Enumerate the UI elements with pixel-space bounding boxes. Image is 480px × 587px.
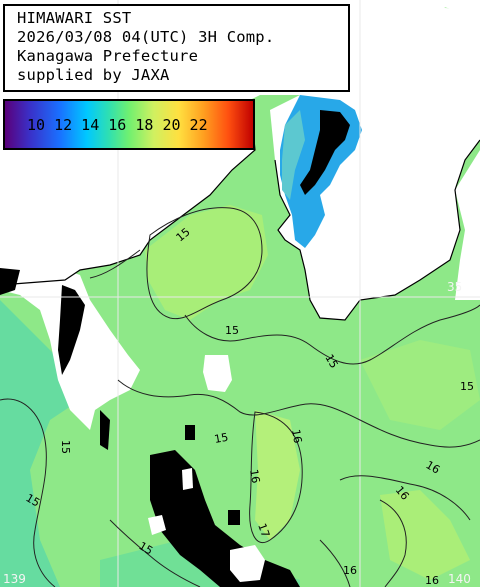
contour-line-7: [109, 519, 201, 587]
sea-warm-patch-3: [380, 490, 470, 580]
info-box: HIMAWARI SST 2026/03/08 04(UTC) 3H Comp.…: [3, 4, 350, 92]
map-credit: supplied by JAXA: [17, 66, 170, 84]
contour-label: 16: [247, 468, 262, 484]
contour-label: 16: [424, 458, 443, 476]
sea-warm-patch-4: [360, 340, 480, 430]
map-region: Kanagawa Prefecture: [17, 47, 199, 65]
contour-line-9: [379, 499, 407, 587]
island-small-1: [148, 515, 166, 535]
contour-line-8: [319, 539, 351, 587]
contour-line-4: [117, 379, 480, 448]
contour-label: 15: [137, 539, 156, 557]
island-hatsushima: [203, 355, 232, 392]
contour-label: 15: [460, 380, 474, 393]
contour-line-5: [249, 411, 303, 543]
contour-label: 15: [59, 440, 72, 454]
izu-coast-nodata-3: [0, 268, 20, 295]
island-small-2: [182, 468, 193, 490]
grid-label-lon-139: 139: [3, 572, 26, 586]
island-oshima: [230, 545, 265, 582]
tokyo-bay-edge-cool: [282, 110, 305, 200]
contour-line-2: [184, 304, 480, 365]
contour-line-3: [0, 398, 56, 587]
contour-label: 16: [425, 574, 439, 587]
izu-coast-nodata: [58, 285, 85, 375]
contour-label: 15: [213, 431, 229, 446]
color-legend: 10 12 14 16 18 20 22: [3, 99, 255, 150]
grid-label-lon-140: 140: [448, 572, 471, 586]
tokyo-bay-nodata: [300, 110, 350, 195]
contour-line-1: [146, 207, 263, 320]
legend-labels: 10 12 14 16 18 20 22: [27, 116, 208, 134]
sea-warm-patch-1: [145, 205, 268, 320]
contour-line-6: [339, 475, 471, 521]
nodata-small-2: [228, 510, 240, 525]
izu-coast-nodata-2: [100, 410, 110, 450]
contour-label: 15: [322, 352, 340, 371]
contour-label: 17: [255, 522, 272, 540]
contour-label: 16: [289, 428, 304, 444]
map-title: HIMAWARI SST: [17, 9, 132, 27]
map-datetime: 2026/03/08 04(UTC) 3H Comp.: [17, 28, 275, 46]
land-boso: [455, 150, 480, 300]
contour-line-10: [89, 249, 141, 279]
contour-label: 15: [24, 491, 43, 509]
grid-label-lat: 35: [447, 280, 462, 294]
contour-label: 16: [343, 564, 357, 577]
land-ne-corner: [440, 0, 480, 14]
nodata-small-1: [185, 425, 195, 440]
sea-warm-patch-2: [255, 410, 300, 540]
kanagawa-coastline: [0, 99, 480, 321]
contour-label: 15: [225, 324, 239, 337]
